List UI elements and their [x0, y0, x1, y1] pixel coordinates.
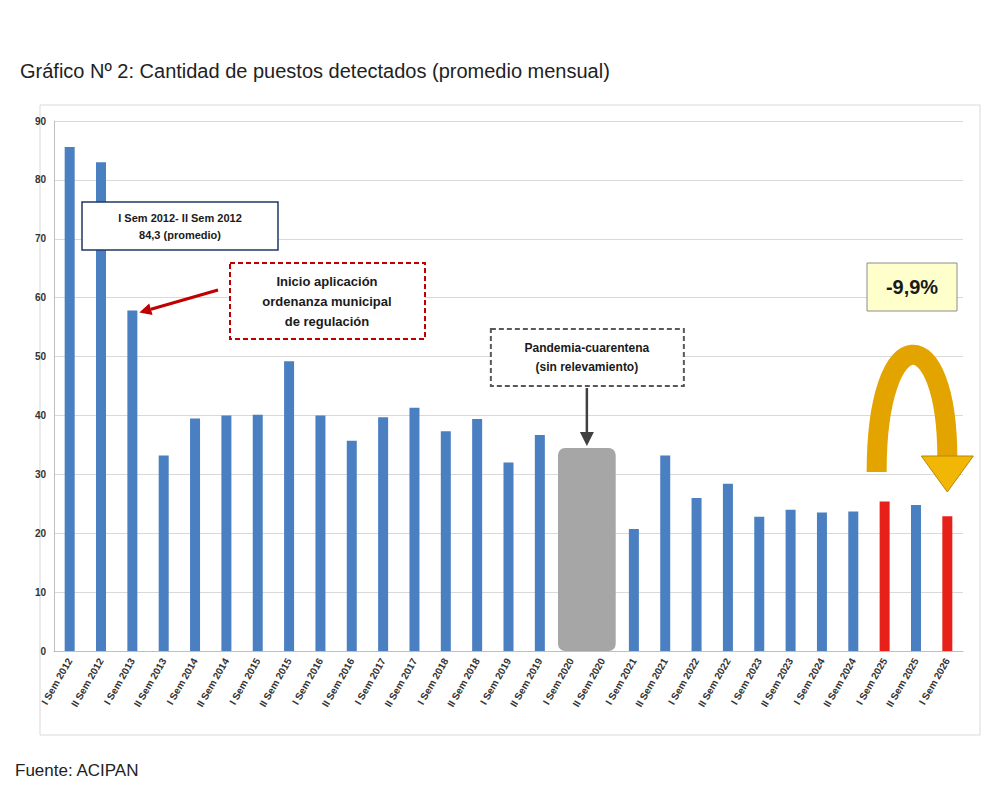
svg-text:II Sem 2017: II Sem 2017	[382, 656, 419, 709]
svg-text:Pandemia-cuarentena: Pandemia-cuarentena	[525, 341, 650, 355]
svg-text:II Sem 2015: II Sem 2015	[257, 656, 294, 709]
svg-text:I Sem 2020: I Sem 2020	[541, 656, 577, 707]
svg-text:II Sem 2025: II Sem 2025	[884, 656, 921, 709]
svg-text:II Sem 2018: II Sem 2018	[445, 656, 482, 709]
svg-text:II Sem 2013: II Sem 2013	[132, 656, 169, 709]
svg-text:Gráfico Nº 2: Cantidad de pues: Gráfico Nº 2: Cantidad de puestos detect…	[20, 60, 610, 82]
svg-text:I Sem 2014: I Sem 2014	[164, 656, 200, 707]
svg-text:70: 70	[35, 233, 47, 244]
svg-text:I Sem 2013: I Sem 2013	[102, 656, 138, 707]
svg-text:(sin relevamiento): (sin relevamiento)	[536, 360, 639, 374]
svg-text:II Sem 2012: II Sem 2012	[69, 656, 106, 709]
svg-text:I Sem 2015: I Sem 2015	[227, 656, 263, 707]
svg-text:60: 60	[35, 292, 47, 303]
svg-text:I Sem 2021: I Sem 2021	[603, 656, 639, 707]
svg-text:30: 30	[35, 469, 47, 480]
svg-text:90: 90	[35, 116, 47, 127]
svg-text:50: 50	[35, 351, 47, 362]
svg-text:0: 0	[40, 646, 46, 657]
svg-text:II Sem 2014: II Sem 2014	[194, 656, 231, 709]
svg-text:II Sem 2021: II Sem 2021	[633, 656, 670, 709]
svg-text:I Sem 2025: I Sem 2025	[854, 656, 890, 707]
svg-text:II Sem 2019: II Sem 2019	[508, 656, 545, 709]
svg-text:Inicio aplicación: Inicio aplicación	[276, 274, 377, 289]
svg-text:80: 80	[35, 174, 47, 185]
svg-text:II Sem 2020: II Sem 2020	[571, 656, 608, 709]
svg-text:I Sem 2019: I Sem 2019	[478, 656, 514, 707]
svg-text:I Sem 2024: I Sem 2024	[791, 656, 827, 707]
svg-text:I Sem 2022: I Sem 2022	[666, 656, 702, 707]
svg-text:de regulación: de regulación	[285, 314, 370, 329]
svg-text:-9,9%: -9,9%	[886, 276, 938, 298]
svg-text:II Sem 2022: II Sem 2022	[696, 656, 733, 709]
svg-text:II Sem 2023: II Sem 2023	[759, 656, 796, 709]
svg-text:ordenanza municipal: ordenanza municipal	[262, 294, 391, 309]
svg-text:84,3 (promedio): 84,3 (promedio)	[139, 229, 221, 241]
svg-text:Fuente: ACIPAN: Fuente: ACIPAN	[15, 761, 138, 780]
svg-text:II Sem 2016: II Sem 2016	[320, 656, 357, 709]
svg-text:10: 10	[35, 587, 47, 598]
svg-text:II Sem 2024: II Sem 2024	[821, 656, 858, 709]
svg-text:I Sem 2026: I Sem 2026	[917, 656, 953, 707]
svg-text:I Sem 2016: I Sem 2016	[290, 656, 326, 707]
svg-text:I Sem 2012- II Sem 2012: I Sem 2012- II Sem 2012	[118, 212, 242, 224]
svg-text:20: 20	[35, 528, 47, 539]
svg-text:I Sem 2023: I Sem 2023	[729, 656, 765, 707]
svg-text:I Sem 2018: I Sem 2018	[415, 656, 451, 707]
svg-text:40: 40	[35, 410, 47, 421]
svg-text:I Sem 2017: I Sem 2017	[353, 656, 389, 707]
svg-text:I Sem 2012: I Sem 2012	[39, 656, 75, 707]
